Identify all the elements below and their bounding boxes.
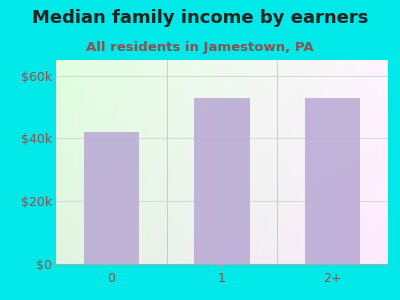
Bar — [194, 98, 250, 264]
Bar — [84, 132, 139, 264]
Bar — [305, 98, 360, 264]
Text: All residents in Jamestown, PA: All residents in Jamestown, PA — [86, 40, 314, 53]
Text: Median family income by earners: Median family income by earners — [32, 9, 368, 27]
